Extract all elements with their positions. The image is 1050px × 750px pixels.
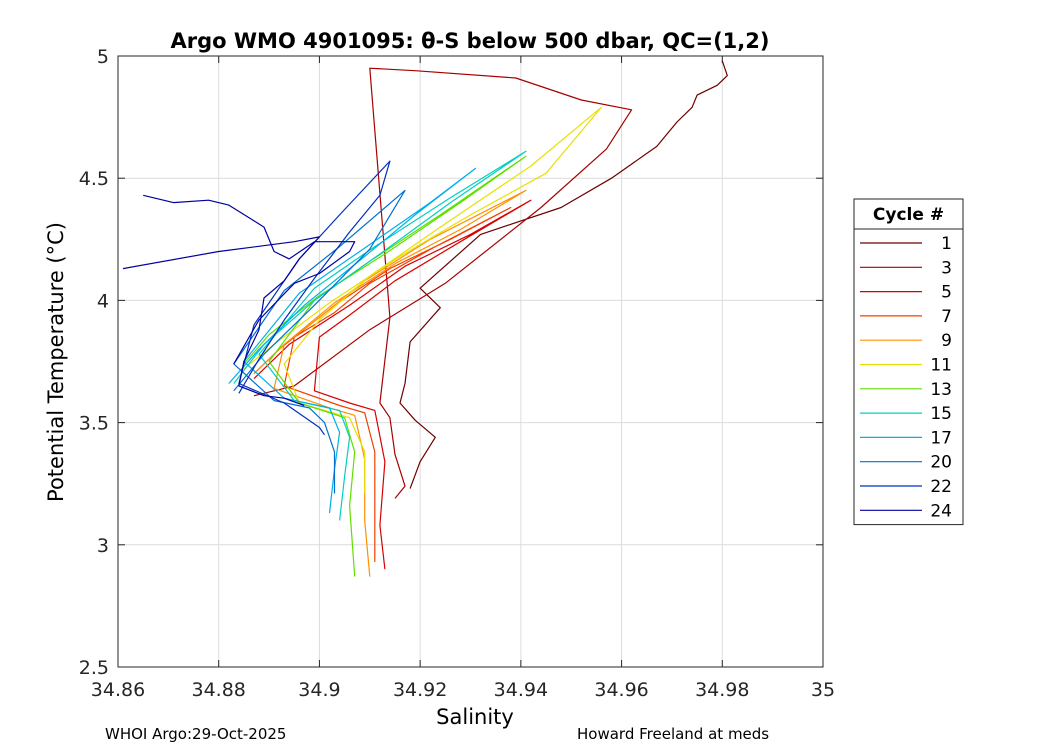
x-tick-label: 34.96 bbox=[594, 679, 648, 701]
series-line-cycle-1 bbox=[399, 60, 728, 489]
legend-label-cycle-17: 17 bbox=[930, 428, 952, 448]
y-axis-label: Potential Temperature (°C) bbox=[44, 222, 68, 502]
x-tick-label: 35 bbox=[811, 679, 835, 701]
legend-label-cycle-15: 15 bbox=[930, 404, 952, 424]
series-line-cycle-24b bbox=[143, 194, 356, 365]
x-tick-label: 34.9 bbox=[298, 679, 340, 701]
series-line-cycle-7 bbox=[253, 206, 512, 562]
y-tick-label: 2.5 bbox=[79, 657, 109, 679]
legend-label-cycle-7: 7 bbox=[941, 307, 952, 327]
footer-source: WHOI Argo:29-Oct-2025 bbox=[105, 725, 287, 743]
series-line-cycle-11 bbox=[243, 106, 603, 494]
y-tick-label: 3 bbox=[97, 535, 109, 557]
x-tick-label: 34.94 bbox=[494, 679, 548, 701]
legend-label-cycle-22: 22 bbox=[930, 477, 952, 497]
series-line-cycle-24 bbox=[122, 236, 320, 407]
series-line-cycle-9 bbox=[253, 189, 527, 577]
y-tick-label: 3.5 bbox=[79, 413, 109, 435]
legend-label-cycle-3: 3 bbox=[941, 258, 952, 278]
legend-label-cycle-24: 24 bbox=[930, 501, 952, 521]
series-line-cycle-5 bbox=[253, 199, 532, 570]
x-tick-label: 34.98 bbox=[695, 679, 749, 701]
legend-box bbox=[853, 198, 964, 526]
legend-label-cycle-1: 1 bbox=[941, 234, 952, 254]
series-line-cycle-15 bbox=[233, 150, 527, 521]
chart-title: Argo WMO 4901095: θ-S below 500 dbar, QC… bbox=[171, 29, 770, 53]
x-axis-label: Salinity bbox=[436, 705, 514, 729]
legend-label-cycle-9: 9 bbox=[941, 331, 952, 351]
series-line-cycle-3 bbox=[253, 67, 633, 499]
legend-label-cycle-13: 13 bbox=[930, 380, 952, 400]
legend-label-cycle-20: 20 bbox=[930, 453, 952, 473]
y-tick-label: 4 bbox=[97, 290, 109, 312]
series-line-cycle-17 bbox=[228, 167, 477, 514]
y-tick-label: 4.5 bbox=[79, 168, 109, 190]
legend-title: Cycle # bbox=[873, 205, 944, 225]
footer-credit: Howard Freeland at meds bbox=[577, 725, 770, 743]
series-line-cycle-22 bbox=[238, 160, 391, 436]
plot-area: 34.86 34.88 34.9 34.92 34.94 34.96 34.98 352.53… bbox=[79, 46, 835, 701]
legend-label-cycle-11: 11 bbox=[930, 356, 952, 376]
axes-box bbox=[117, 55, 824, 668]
series-line-cycle-20 bbox=[233, 189, 406, 494]
y-tick-label: 5 bbox=[97, 46, 109, 68]
x-tick-label: 34.86 bbox=[91, 679, 145, 701]
x-tick-label: 34.92 bbox=[393, 679, 447, 701]
plot-background bbox=[118, 56, 823, 667]
x-tick-label: 34.88 bbox=[192, 679, 246, 701]
legend-label-cycle-5: 5 bbox=[941, 283, 952, 303]
